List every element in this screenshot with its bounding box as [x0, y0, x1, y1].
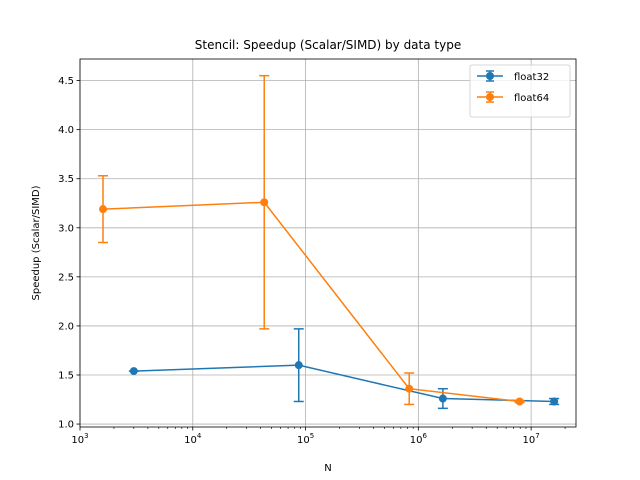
legend-marker-float32: [486, 72, 494, 80]
y-tick-label-3: 2.5: [58, 272, 74, 283]
y-tick-label-5: 3.5: [58, 174, 74, 185]
data-point-float64-1: [260, 198, 269, 207]
data-point-float32-2: [438, 394, 447, 403]
legend-box: [469, 64, 571, 118]
series-line-float64: [102, 201, 520, 403]
x-axis-label: N: [324, 463, 331, 474]
data-point-float64-3: [515, 397, 524, 406]
legend: float32 float64: [469, 64, 571, 118]
chart-title: Stencil: Speedup (Scalar/SIMD) by data t…: [195, 38, 461, 52]
y-tick-label-7: 4.5: [58, 76, 74, 87]
legend-label-float32: float32: [514, 72, 549, 83]
plot-frame: [79, 58, 577, 428]
data-point-float32-1: [294, 361, 303, 370]
y-tick-label-6: 4.0: [58, 125, 74, 136]
y-tick-label-4: 3.0: [58, 223, 74, 234]
y-axis-label: Speedup (Scalar/SIMD): [31, 185, 42, 300]
data-point-float64-2: [405, 384, 414, 393]
y-tick-label-0: 1.0: [58, 420, 74, 431]
y-tick-label-2: 2.0: [58, 321, 74, 332]
series-line-float32: [133, 364, 555, 403]
legend-label-float64: float64: [514, 93, 549, 104]
data-point-float32-3: [550, 397, 559, 406]
data-point-float64-0: [99, 205, 108, 214]
legend-marker-float64: [486, 93, 494, 101]
y-tick-label-1: 1.5: [58, 370, 74, 381]
data-point-float32-0: [129, 367, 138, 376]
